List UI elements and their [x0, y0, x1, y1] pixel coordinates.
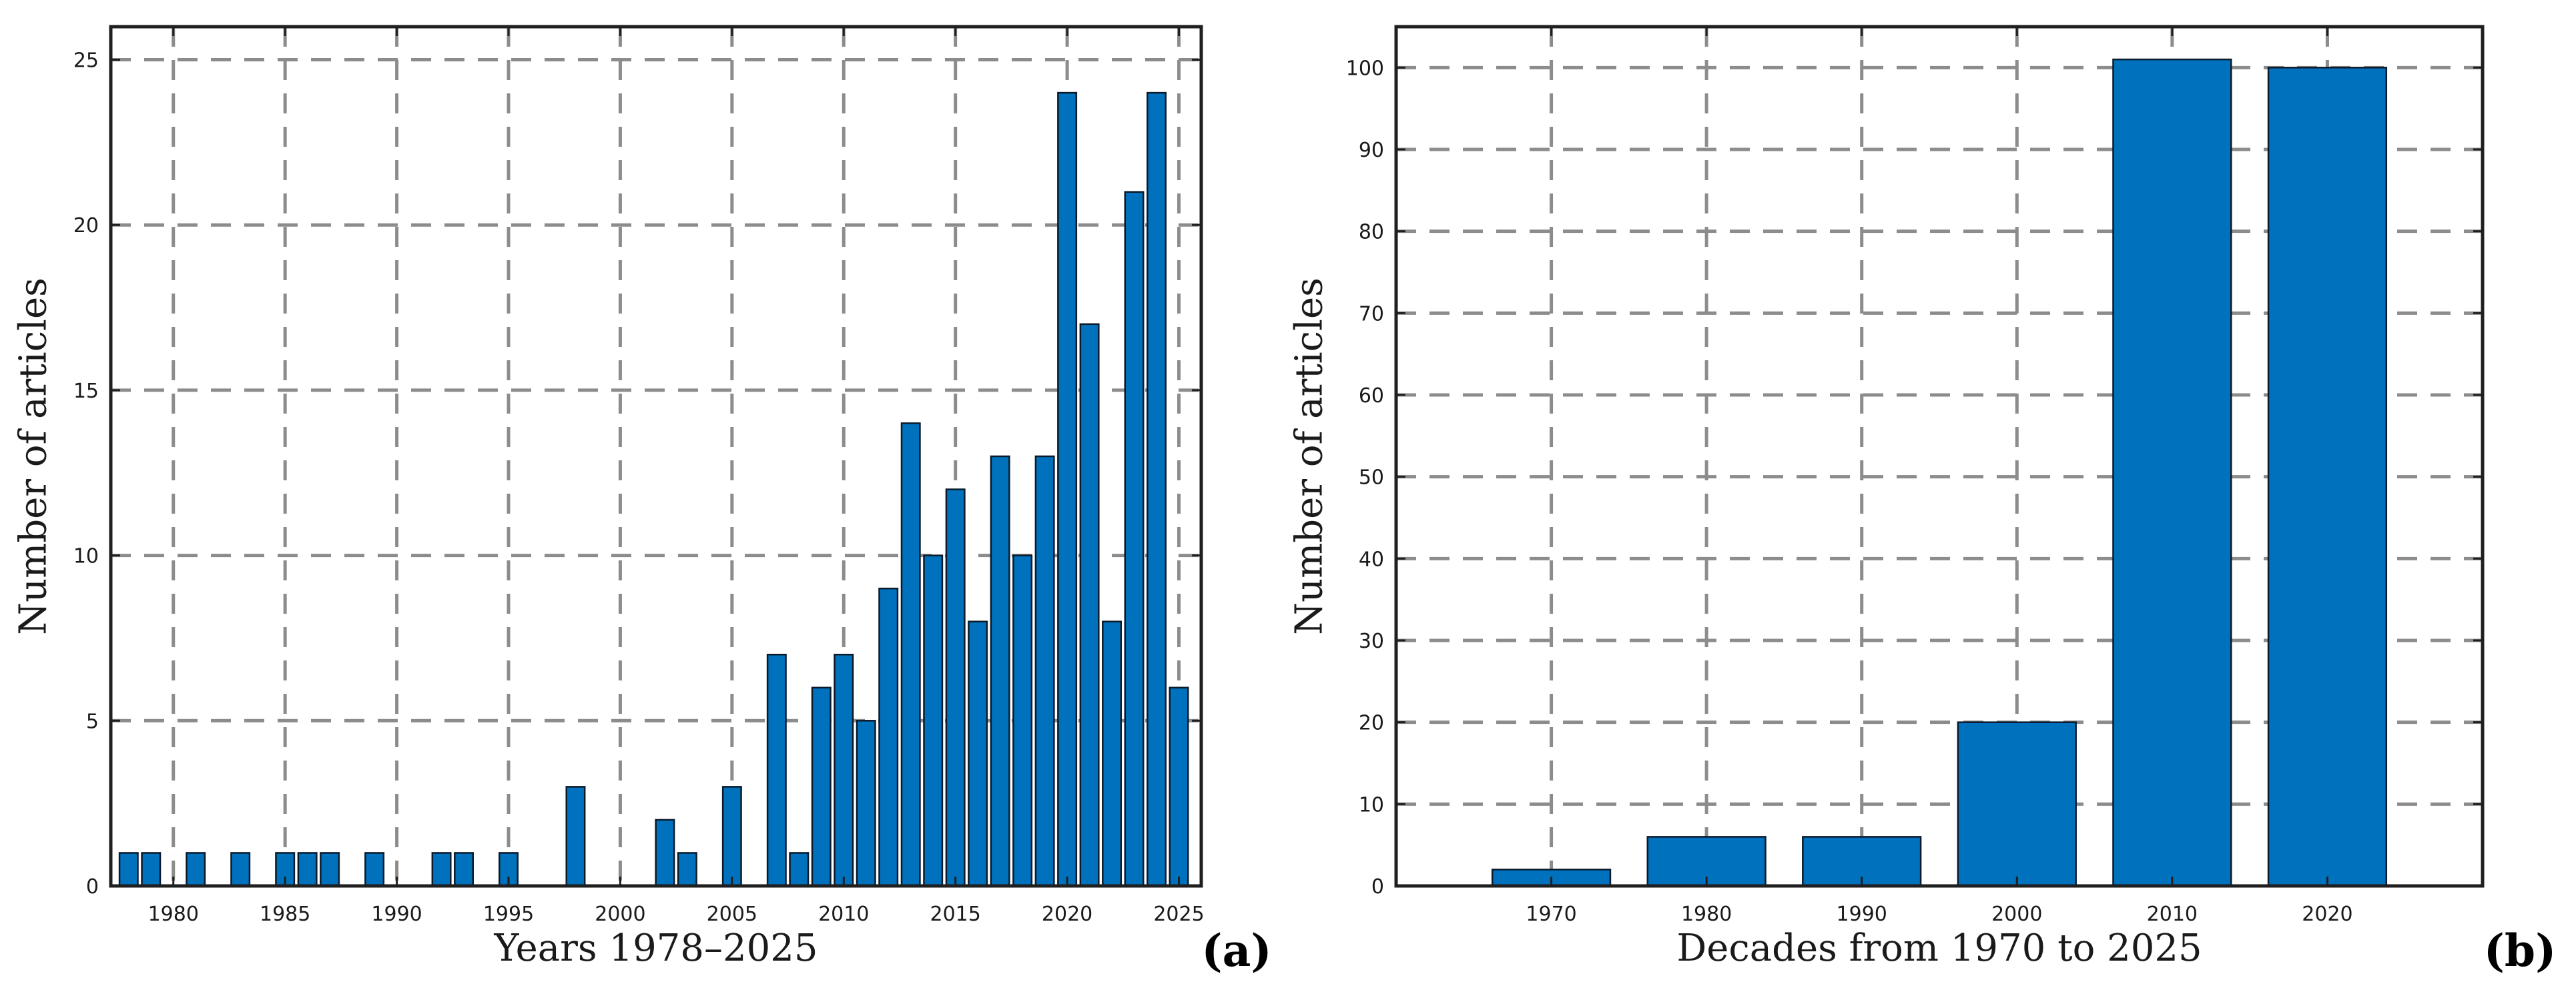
x-tick-label: 1995 — [483, 903, 534, 926]
bar-1998 — [565, 786, 586, 887]
y-tick-label: 70 — [1359, 302, 1384, 326]
x-tick-label: 1970 — [1526, 903, 1576, 926]
y-tick-label: 90 — [1359, 139, 1384, 162]
bar-2007 — [766, 653, 787, 887]
x-tick-label: 1980 — [148, 903, 199, 926]
bar-2015 — [945, 488, 966, 887]
bar-2008 — [789, 852, 810, 887]
y-tick-label: 50 — [1359, 466, 1384, 490]
x-tick-label: 2010 — [2147, 903, 2198, 926]
y-tick-label: 15 — [73, 380, 99, 403]
chart-b-x-axis-label: Decades from 1970 to 2025 — [1676, 927, 2202, 970]
x-tick-label: 2020 — [2302, 903, 2352, 926]
x-tick-label: 2025 — [1153, 903, 1204, 926]
chart-a-y-axis-label: Number of articles — [12, 278, 55, 635]
bar-2019 — [1034, 455, 1055, 887]
bar-2013 — [900, 422, 921, 887]
x-tick-label: 2000 — [1991, 903, 2042, 926]
y-tick-label: 60 — [1359, 384, 1384, 408]
bar-2014 — [923, 554, 944, 887]
chart-b-panel-label: (b) — [2484, 925, 2557, 977]
chart-a-tick-labels: 1980 1985 1990 1995 2000 2005 2010 2015 2020 2025… — [73, 27, 1205, 926]
bar-1978 — [118, 852, 139, 887]
x-tick-label: 2020 — [1042, 903, 1092, 926]
y-tick-label: 30 — [1359, 630, 1384, 653]
bar-1992 — [431, 852, 452, 887]
x-tick-label: 2005 — [707, 903, 757, 926]
bar-2011 — [856, 720, 876, 887]
bar-2020 — [2267, 67, 2388, 887]
bar-1979 — [141, 852, 162, 887]
chart-a-axes-frame — [109, 25, 1203, 888]
chart-b-bars — [1491, 58, 2388, 887]
bar-2000 — [1957, 721, 2077, 887]
y-tick-label: 10 — [1359, 793, 1384, 817]
y-tick-label: 80 — [1359, 221, 1384, 244]
bar-1987 — [320, 852, 340, 887]
chart-a-bars — [118, 91, 1189, 887]
bar-2012 — [878, 587, 899, 887]
chart-b-y-axis-label: Number of articles — [1288, 278, 1331, 635]
bar-2023 — [1124, 191, 1145, 887]
x-tick-label: 2015 — [930, 903, 981, 926]
x-tick-label: 2000 — [595, 903, 645, 926]
bar-2010 — [2112, 58, 2232, 887]
chart-panel-b: 1970 1980 1990 2000 2010 2020 0 10 20 30 40 50 60 70 8… — [1288, 25, 2557, 977]
y-tick-label: 10 — [73, 545, 99, 568]
bar-2002 — [655, 819, 675, 887]
bar-1986 — [297, 852, 318, 887]
y-tick-label: 20 — [1359, 712, 1384, 735]
y-tick-label: 5 — [86, 710, 99, 733]
chart-b-axes-frame — [1394, 25, 2485, 888]
chart-a-panel-label: (a) — [1201, 925, 1271, 977]
y-tick-label: 0 — [1371, 875, 1384, 899]
bar-2024 — [1147, 91, 1167, 887]
bar-2021 — [1079, 323, 1100, 887]
bar-1981 — [186, 852, 206, 887]
bar-1993 — [454, 852, 474, 887]
bar-2018 — [1012, 554, 1033, 887]
bar-2003 — [677, 852, 697, 887]
x-tick-label: 1990 — [371, 903, 422, 926]
bar-2025 — [1169, 686, 1189, 887]
bar-2005 — [721, 786, 742, 887]
bar-2020 — [1057, 91, 1078, 887]
y-tick-label: 20 — [73, 214, 99, 237]
y-tick-label: 40 — [1359, 548, 1384, 571]
chart-b-tick-labels: 1970 1980 1990 2000 2010 2020 0 10 20 30 40 50 60 70 8… — [1346, 27, 2483, 926]
bar-1983 — [230, 852, 251, 887]
y-tick-label: 100 — [1346, 57, 1384, 80]
bar-2010 — [834, 653, 854, 887]
bar-2022 — [1102, 620, 1122, 887]
bar-2016 — [968, 620, 988, 887]
y-tick-label: 25 — [73, 49, 99, 73]
bar-1989 — [364, 852, 385, 887]
chart-a-x-axis-label: Years 1978–2025 — [494, 927, 818, 970]
x-tick-label: 1985 — [260, 903, 310, 926]
x-tick-label: 1980 — [1681, 903, 1732, 926]
x-tick-label: 2010 — [818, 903, 869, 926]
chart-panel-a: 1980 1985 1990 1995 2000 2005 2010 2015 2020 2025… — [12, 25, 1272, 977]
bar-2017 — [990, 455, 1010, 887]
y-tick-label: 0 — [86, 875, 99, 899]
x-tick-label: 1990 — [1837, 903, 1887, 926]
bar-2009 — [811, 686, 832, 887]
